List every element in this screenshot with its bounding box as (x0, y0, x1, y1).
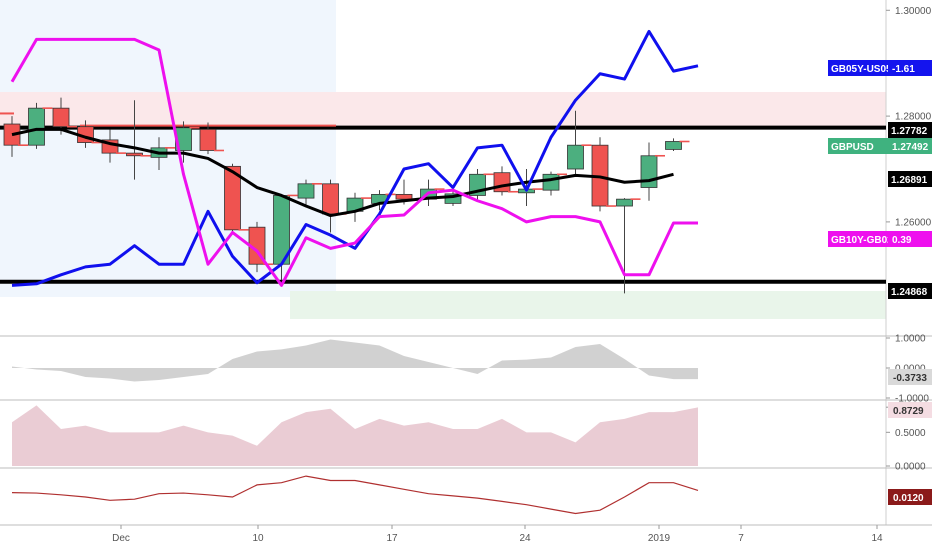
level-tag-bg (888, 283, 932, 299)
horizontal-levels (0, 112, 886, 284)
series-tag-name-bg (828, 60, 888, 76)
series-tag-name: GB05Y-US05Y (831, 64, 899, 75)
candle-up (567, 144, 584, 170)
pane-value-badge (888, 402, 932, 418)
spread-lines (10, 29, 699, 287)
candle-up (28, 107, 45, 146)
series-tag-name-bg (828, 138, 888, 154)
pane-value-badge (888, 489, 932, 505)
series-tag-name: GBPUSD (831, 142, 874, 153)
pane-value-text: -0.3733 (893, 373, 927, 384)
time-tick-label: 14 (871, 533, 883, 544)
series-tag-value: 1.27492 (892, 142, 929, 153)
series-tag-value-bg (888, 231, 932, 247)
level-tag-bg (888, 171, 932, 187)
price-tick-label: 1.30000 (895, 6, 932, 17)
moving-average (11, 127, 674, 218)
price-tick-label: 1.26000 (895, 217, 932, 228)
level-tag-text: 1.24868 (891, 287, 928, 298)
time-tick-label: 17 (386, 533, 398, 544)
time-tick-label: Dec (112, 533, 130, 544)
time-tick-label: 10 (252, 533, 264, 544)
spread-line (10, 37, 698, 287)
candle-up (665, 141, 682, 150)
candle-down (322, 183, 339, 215)
series-tag-value-bg (888, 60, 932, 76)
candle-down (52, 107, 70, 128)
time-tick-label: 2019 (648, 533, 671, 544)
pane-value-badge (888, 369, 932, 385)
candle-down (493, 172, 511, 193)
time-tick-label: 24 (519, 533, 531, 544)
time-axis[interactable]: Dec 10 17 24 2019 7 14 (112, 525, 883, 544)
pane-tick-label: 0.5000 (895, 428, 926, 439)
pane-value-text: 0.0120 (893, 493, 924, 504)
zone-red-shade (0, 92, 886, 129)
pane-value-text: 0.8729 (893, 406, 924, 417)
candle-up (616, 198, 633, 207)
price-axis[interactable]: 1.30000 1.28000 1.26000 (885, 0, 932, 525)
spread-line (11, 29, 699, 287)
ma-line (11, 127, 674, 218)
series-tag-name: GB10Y-GB02Y (831, 235, 900, 246)
candle-down (224, 165, 241, 231)
series-tag-value-bg (888, 138, 932, 154)
candle-down (395, 193, 413, 200)
level-tag-text: 1.26891 (891, 175, 928, 186)
price-tags: GB05Y-US05Y-1.61 1.27782 GBPUSD 1.27492 1.26… (828, 60, 932, 299)
candle-down (126, 152, 143, 157)
candle-up (444, 193, 462, 204)
pane-tick-label: -1.0000 (895, 394, 929, 405)
candle-down (199, 128, 217, 151)
price-tick-label: 1.28000 (895, 112, 932, 123)
series-tag-value: 0.39 (892, 235, 912, 246)
area-fill (12, 339, 698, 382)
level-tag-bg (888, 122, 932, 138)
level-tag-text: 1.27782 (891, 126, 928, 137)
pane-tick-label: 0.0000 (895, 462, 926, 473)
zone-green-shade (290, 291, 886, 319)
candle-up (640, 155, 658, 188)
series-tag-value: -1.61 (892, 64, 915, 75)
time-tick-label: 7 (738, 533, 744, 544)
series-tag-name-bg (828, 231, 888, 247)
pane-tick-label: 1.0000 (895, 334, 926, 345)
candle-up (297, 183, 315, 199)
indicator-pane-3: 0.0120 (11, 475, 932, 515)
indicator-3-line (11, 475, 699, 515)
pane-separators (0, 335, 932, 526)
candle-up (542, 173, 560, 191)
area-fill (12, 405, 698, 466)
